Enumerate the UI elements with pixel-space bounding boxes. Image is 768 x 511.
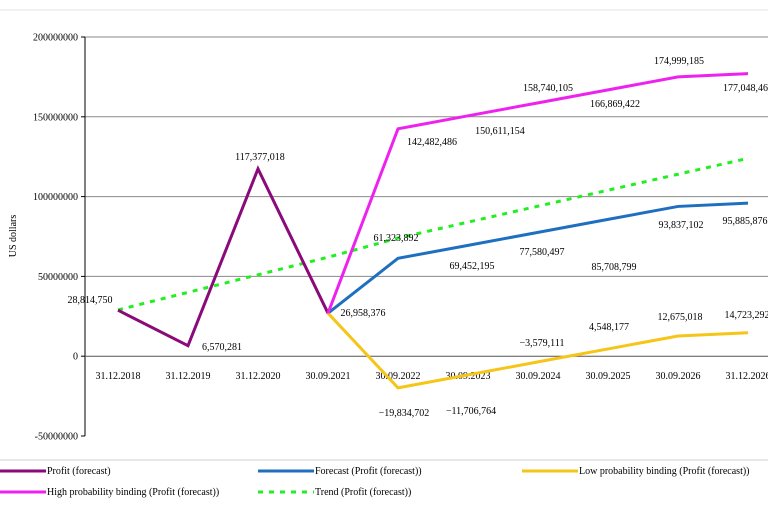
series-line: [327, 201, 749, 315]
data-label: 158,740,105: [523, 83, 573, 94]
y-tick-label: 150000000: [33, 112, 78, 123]
data-label: 61,323,892: [374, 233, 419, 244]
data-label: 174,999,185: [654, 56, 704, 67]
data-label: −19,834,702: [379, 408, 430, 419]
data-label: 14,723,292: [725, 310, 768, 321]
data-label: 77,580,497: [520, 247, 565, 258]
series-line: [117, 156, 749, 312]
y-tick-label: 100000000: [33, 192, 78, 203]
data-label: 150,611,154: [475, 126, 525, 137]
data-label: −3,579,111: [520, 338, 565, 349]
y-tick-label: 200000000: [33, 33, 78, 44]
x-tick-label: 31.12.2020: [236, 371, 281, 382]
x-tick-label: 30.09.2025: [586, 371, 631, 382]
data-label: 28,814,750: [68, 295, 113, 306]
axes: 200000000 150000000 100000000 50000000 0 -500…: [8, 33, 768, 443]
x-tick-label: 30.09.2026: [656, 371, 701, 382]
legend-label: Forecast (Profit (forecast)): [315, 466, 422, 477]
data-label: 12,675,018: [658, 312, 703, 323]
data-label: 26,958,376: [341, 308, 386, 319]
legend-label: Trend (Profit (forecast)): [315, 487, 411, 498]
data-label: 142,482,486: [407, 137, 457, 148]
y-tick-label: 50000000: [38, 272, 78, 283]
y-tick-label: 0: [73, 352, 78, 363]
data-label: 93,837,102: [659, 220, 704, 231]
x-tick-label: 31.12.2018: [96, 371, 141, 382]
series-line: [326, 72, 749, 314]
series-line: [326, 312, 749, 390]
x-tick-label: 30.09.2021: [306, 371, 351, 382]
data-label: 117,377,018: [235, 152, 285, 163]
x-tick-label: 31.12.2026: [726, 371, 768, 382]
data-label: 166,869,422: [590, 99, 640, 110]
legend-label: Low probability binding (Profit (forecas…: [579, 466, 750, 477]
legend-label: Profit (forecast): [47, 466, 111, 477]
y-axis-title: US dollars: [8, 215, 19, 258]
legend: Profit (forecast) Forecast (Profit (forec…: [0, 459, 768, 498]
series-lines: [117, 72, 749, 390]
data-label: −11,706,764: [446, 406, 496, 417]
x-tick-label: 30.09.2022: [376, 371, 421, 382]
x-tick-label: 30.09.2023: [446, 371, 491, 382]
data-label: 177,048,460: [723, 83, 768, 94]
x-tick-label: 30.09.2024: [516, 371, 561, 382]
x-tick-label: 31.12.2019: [166, 371, 211, 382]
series-line: [117, 165, 330, 348]
data-labels: 28,814,750 6,570,281 117,377,018 26,958,376…: [68, 56, 768, 419]
data-label: 69,452,195: [450, 261, 495, 272]
y-tick-label: -50000000: [35, 432, 78, 443]
data-label: 6,570,281: [202, 342, 242, 353]
data-label: 85,708,799: [592, 262, 637, 273]
legend-label: High probability binding (Profit (foreca…: [47, 487, 219, 498]
data-label: 95,885,876: [723, 216, 768, 227]
gridlines: [85, 36, 768, 277]
data-label: 4,548,177: [589, 322, 629, 333]
